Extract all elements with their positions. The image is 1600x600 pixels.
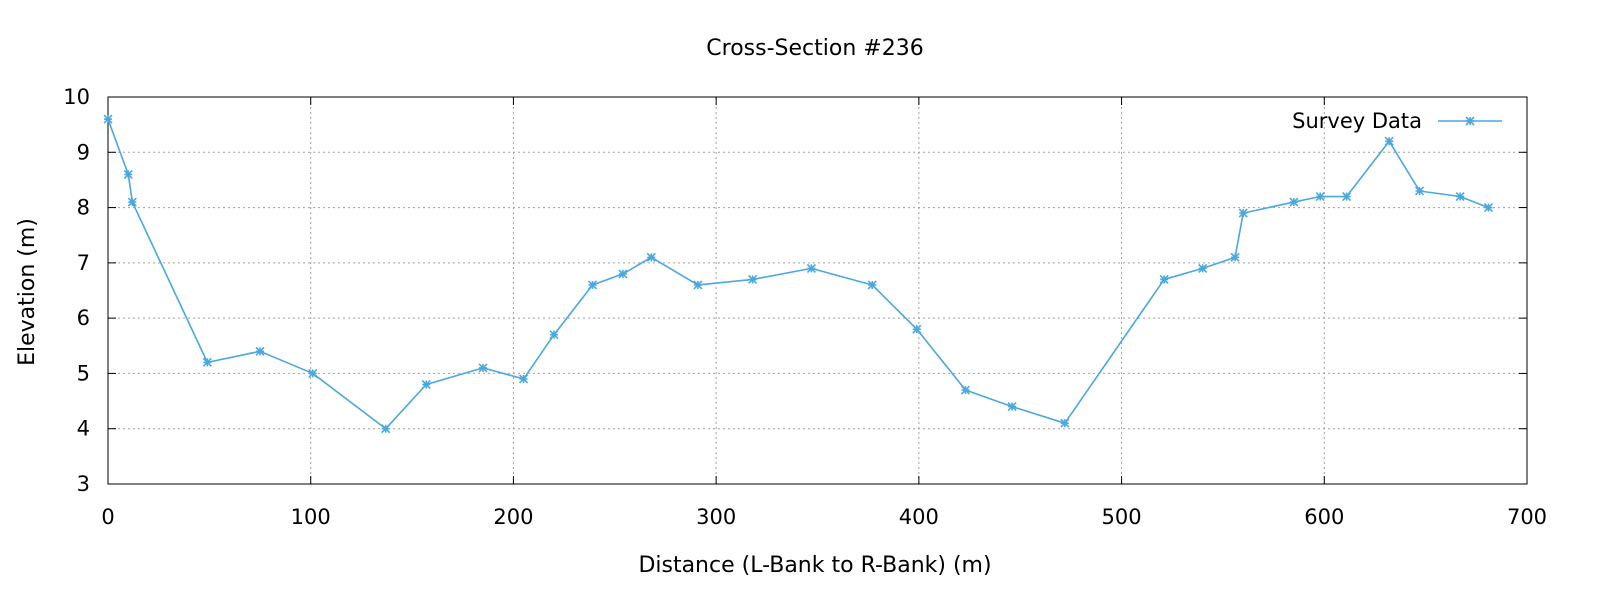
y-tick-label: 6 (77, 306, 90, 330)
data-point (618, 269, 628, 279)
data-point (103, 114, 113, 124)
data-point (693, 280, 703, 290)
x-tick-label: 500 (1102, 505, 1142, 529)
data-point (1060, 418, 1070, 428)
data-point (912, 324, 922, 334)
x-tick-label: 100 (291, 505, 331, 529)
data-point (549, 330, 559, 340)
y-tick-label: 10 (63, 85, 90, 109)
x-tick-label: 700 (1507, 505, 1547, 529)
data-point (1384, 136, 1394, 146)
data-point (421, 379, 431, 390)
x-tick-label: 400 (899, 505, 939, 529)
data-point (1315, 191, 1325, 202)
data-point (1342, 191, 1352, 202)
legend-label: Survey Data (1292, 109, 1422, 133)
x-tick-label: 300 (696, 505, 736, 529)
data-point (867, 280, 877, 290)
data-point (1414, 186, 1425, 196)
chart-title: Cross-Section #236 (706, 36, 923, 61)
plot-frame (107, 96, 1528, 485)
y-tick-label: 8 (77, 196, 90, 220)
x-axis-label: Distance (L-Bank to R-Bank) (m) (638, 553, 991, 578)
data-point (1289, 197, 1299, 207)
legend-marker (1465, 116, 1475, 126)
data-point (123, 169, 133, 179)
data-point (806, 263, 816, 273)
y-tick-label: 4 (77, 417, 90, 441)
data-point (127, 197, 137, 207)
data-point (1455, 191, 1465, 202)
data-point (587, 280, 598, 290)
x-tick-label: 600 (1304, 505, 1344, 529)
x-tick-label: 0 (101, 505, 114, 529)
legend: Survey Data (1292, 109, 1502, 133)
legend-marker-star (1465, 116, 1475, 126)
series-layer (103, 114, 1494, 434)
data-point (1159, 274, 1169, 285)
data-point (960, 385, 971, 395)
data-point (748, 274, 758, 285)
data-point (202, 357, 212, 367)
data-point (1230, 252, 1240, 262)
y-axis-label: Elevation (m) (15, 218, 40, 366)
data-point (478, 363, 488, 373)
y-axis: 3 4 5 6 7 8 9 10 (63, 85, 1527, 496)
y-tick-label: 5 (77, 361, 90, 385)
x-tick-label: 200 (493, 505, 533, 529)
data-point (1198, 263, 1208, 273)
data-point (1238, 208, 1248, 218)
x-axis: 0 100 200 300 400 500 600 700 (101, 97, 1547, 529)
data-point (518, 374, 529, 384)
y-tick-label: 3 (77, 472, 90, 496)
data-point (255, 346, 265, 356)
data-point (308, 368, 318, 378)
data-point (1007, 402, 1017, 412)
data-point (381, 424, 391, 434)
y-tick-label: 7 (77, 251, 90, 275)
y-tick-label: 9 (77, 140, 90, 164)
data-point (646, 252, 656, 262)
data-point (1483, 203, 1494, 213)
series-line (107, 118, 1489, 430)
grid (108, 97, 1527, 484)
